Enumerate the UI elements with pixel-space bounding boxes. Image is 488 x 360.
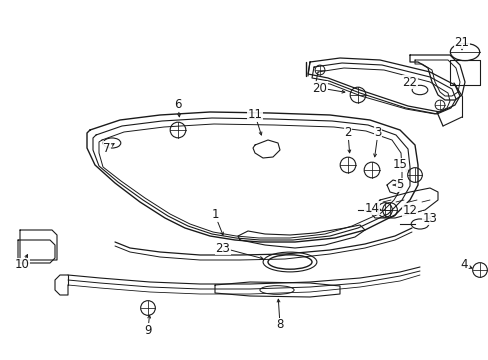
Polygon shape [449,60,479,85]
Polygon shape [386,180,401,194]
Polygon shape [18,240,55,263]
Text: 10: 10 [15,258,29,271]
Polygon shape [215,282,339,297]
Text: 13: 13 [422,211,437,225]
Text: 11: 11 [247,108,262,122]
Text: 20: 20 [312,81,327,94]
Text: 12: 12 [402,203,417,216]
Text: 2: 2 [344,126,351,139]
Polygon shape [252,140,280,158]
Text: 4: 4 [459,258,467,271]
Polygon shape [20,230,57,260]
Text: 15: 15 [392,158,407,171]
Text: 3: 3 [373,126,381,139]
Text: 21: 21 [453,36,468,49]
Text: 8: 8 [276,319,283,332]
Text: 14: 14 [364,202,379,215]
Text: 22: 22 [402,76,417,89]
Text: 9: 9 [144,324,151,337]
Text: 1: 1 [211,208,218,221]
Text: 5: 5 [395,179,403,192]
Text: 6: 6 [174,99,182,112]
Text: 23: 23 [215,242,230,255]
Text: 7: 7 [103,141,110,154]
